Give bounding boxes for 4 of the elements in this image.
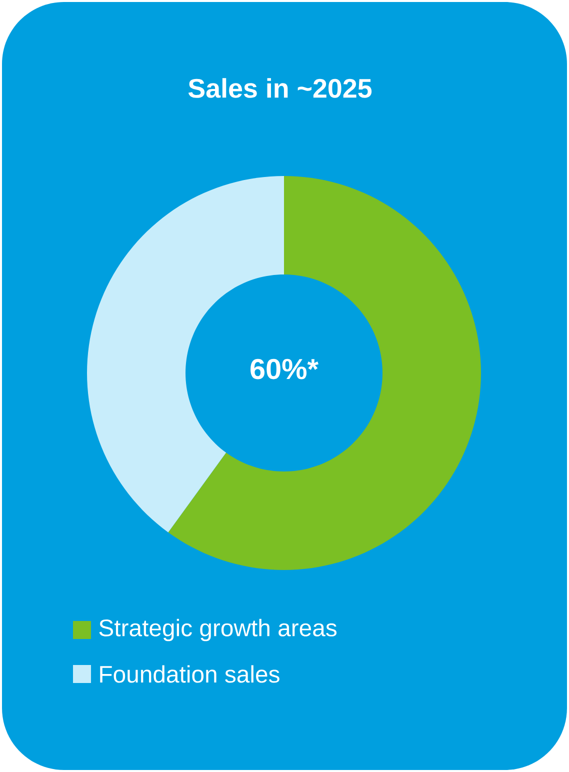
legend-label: Strategic growth areas: [99, 618, 337, 642]
chart-title: Sales in ~2025: [188, 78, 372, 98]
legend-label: Foundation sales: [100, 665, 280, 683]
text: 60%*: [250, 358, 318, 380]
